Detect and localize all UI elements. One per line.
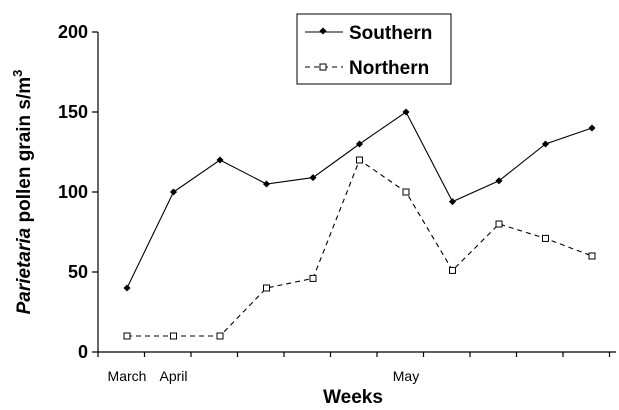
data-point bbox=[588, 124, 596, 132]
y-axis-title: Parietaria pollen grain s/m3 bbox=[10, 70, 35, 315]
legend-marker-southern bbox=[319, 27, 327, 35]
x-tick-label: April bbox=[159, 368, 187, 384]
data-point bbox=[263, 284, 270, 292]
data-point bbox=[355, 140, 364, 148]
x-tick-label: March bbox=[108, 368, 147, 384]
y-tick-label: 150 bbox=[58, 102, 88, 122]
x-tick-label: May bbox=[393, 368, 419, 384]
data-point bbox=[495, 220, 503, 228]
data-point bbox=[495, 177, 503, 185]
legend-label-southern: Southern bbox=[349, 23, 432, 44]
data-point bbox=[262, 180, 271, 188]
series-northern bbox=[123, 156, 596, 340]
series-layer bbox=[123, 108, 596, 340]
series-line-southern bbox=[126, 111, 593, 289]
data-point bbox=[402, 108, 410, 116]
data-point bbox=[449, 266, 456, 274]
y-axis: 0 50 100 150 200 bbox=[58, 22, 99, 362]
y-tick-label: 0 bbox=[78, 342, 88, 362]
y-tick-label: 100 bbox=[58, 182, 88, 202]
data-point bbox=[123, 284, 131, 292]
data-point bbox=[588, 252, 596, 260]
data-point bbox=[402, 188, 410, 196]
data-point bbox=[216, 332, 224, 340]
data-point bbox=[123, 332, 131, 340]
data-point bbox=[309, 174, 317, 182]
series-southern bbox=[123, 108, 596, 292]
x-axis-title: Weeks bbox=[323, 387, 383, 408]
y-tick-label: 50 bbox=[68, 262, 88, 282]
legend-marker-northern bbox=[319, 63, 327, 71]
data-point bbox=[169, 188, 178, 196]
y-tick-label: 200 bbox=[58, 22, 88, 42]
data-point bbox=[309, 274, 317, 282]
data-point bbox=[356, 156, 363, 164]
data-point bbox=[216, 156, 224, 164]
x-axis: MarchAprilMayJune bbox=[97, 351, 616, 384]
data-point bbox=[448, 198, 457, 206]
legend: Southern Northern bbox=[296, 13, 452, 85]
series-line-northern bbox=[127, 159, 593, 337]
legend-label-northern: Northern bbox=[349, 58, 429, 79]
legend-box bbox=[296, 13, 452, 85]
data-point bbox=[542, 234, 549, 242]
data-point bbox=[170, 332, 177, 340]
data-point bbox=[541, 140, 550, 148]
